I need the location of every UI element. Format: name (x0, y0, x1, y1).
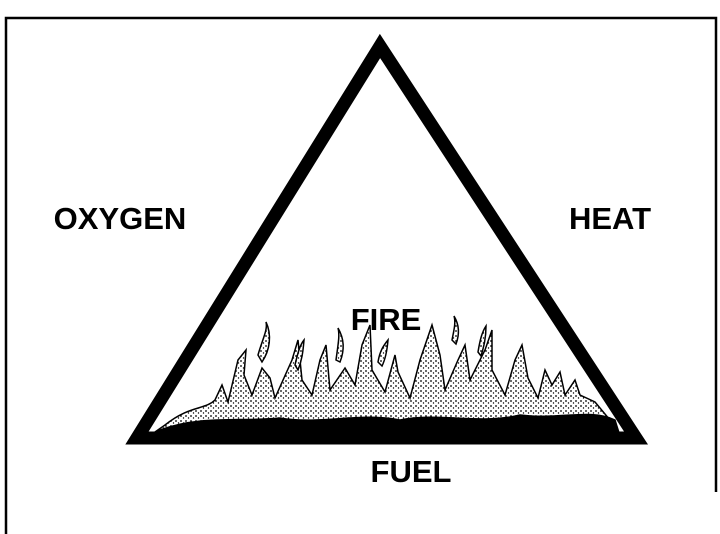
heat-label: HEAT (569, 201, 651, 236)
frame (6, 18, 716, 534)
fuel-label: FUEL (371, 454, 452, 489)
oxygen-label: OXYGEN (54, 201, 187, 236)
fire-label: FIRE (351, 302, 422, 337)
fire-triangle-diagram: OXYGEN HEAT FIRE FUEL (0, 0, 720, 534)
